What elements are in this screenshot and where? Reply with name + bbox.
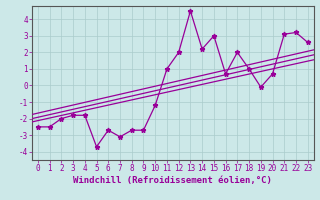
- X-axis label: Windchill (Refroidissement éolien,°C): Windchill (Refroidissement éolien,°C): [73, 176, 272, 185]
